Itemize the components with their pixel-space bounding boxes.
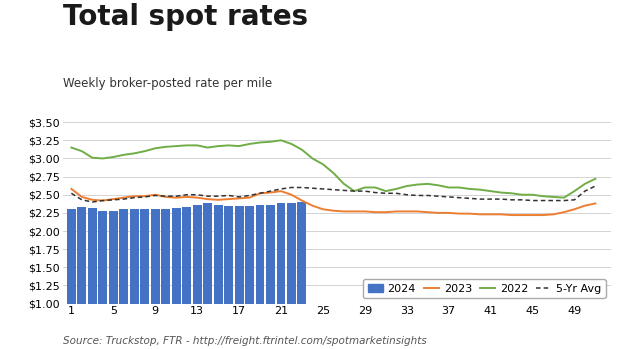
Bar — [297, 202, 306, 304]
Bar — [277, 203, 285, 304]
Bar — [256, 205, 265, 304]
5-Yr Avg — [246, 193, 253, 198]
2023 — [225, 197, 232, 201]
2023 — [581, 203, 588, 208]
Bar — [182, 207, 191, 304]
Bar — [140, 209, 149, 304]
2023 — [67, 187, 75, 191]
Bar — [172, 208, 181, 304]
2022 — [424, 182, 432, 186]
2022 — [183, 143, 190, 148]
Bar — [67, 209, 76, 304]
5-Yr Avg — [235, 195, 243, 199]
Line: 2022: 2022 — [71, 140, 595, 198]
5-Yr Avg — [581, 189, 588, 193]
Bar — [214, 205, 222, 304]
5-Yr Avg — [67, 191, 75, 195]
Bar — [193, 205, 202, 304]
Text: Weekly broker-posted rate per mile: Weekly broker-posted rate per mile — [63, 77, 272, 90]
Line: 2023: 2023 — [71, 189, 595, 215]
2023 — [508, 213, 515, 217]
Bar — [161, 209, 170, 304]
Bar — [245, 206, 254, 304]
Text: Total spot rates: Total spot rates — [63, 3, 308, 31]
Bar — [151, 209, 159, 304]
Bar — [224, 206, 233, 304]
Bar — [98, 211, 107, 304]
Bar — [203, 203, 212, 304]
Text: Source: Truckstop, FTR - http://freight.ftrintel.com/spotmarketinsights: Source: Truckstop, FTR - http://freight.… — [63, 335, 427, 346]
2022 — [581, 182, 588, 186]
2022 — [560, 195, 568, 200]
2023 — [445, 211, 452, 215]
Bar — [109, 211, 118, 304]
Line: 5-Yr Avg: 5-Yr Avg — [71, 186, 595, 202]
Bar — [119, 209, 129, 304]
2022 — [455, 185, 463, 190]
5-Yr Avg — [193, 193, 201, 197]
2022 — [277, 138, 285, 142]
2023 — [183, 195, 190, 199]
2023 — [592, 201, 599, 206]
5-Yr Avg — [89, 200, 96, 204]
Bar — [77, 207, 86, 304]
Bar — [266, 205, 275, 304]
Bar — [130, 209, 139, 304]
2022 — [67, 146, 75, 150]
Bar — [88, 208, 97, 304]
2022 — [592, 177, 599, 181]
5-Yr Avg — [455, 195, 463, 200]
2023 — [235, 196, 243, 200]
5-Yr Avg — [424, 193, 432, 198]
2022 — [235, 144, 243, 148]
Bar — [287, 203, 296, 304]
5-Yr Avg — [592, 184, 599, 188]
2022 — [225, 143, 232, 148]
2023 — [413, 209, 421, 214]
Legend: 2024, 2023, 2022, 5-Yr Avg: 2024, 2023, 2022, 5-Yr Avg — [363, 279, 605, 298]
Bar — [234, 206, 244, 304]
